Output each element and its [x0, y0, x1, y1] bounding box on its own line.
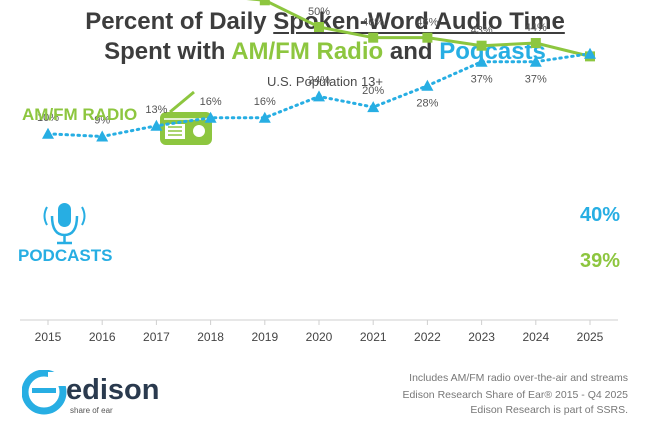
chart-title-line2: Spent with AM/FM Radio and Podcasts	[0, 38, 650, 66]
podcasts-data-label: 16%	[200, 96, 222, 108]
podcasts-point	[313, 90, 325, 102]
podcasts-data-label: 13%	[145, 104, 167, 116]
x-tick-label: 2020	[306, 330, 333, 344]
podcasts-data-label: 9%	[94, 114, 110, 126]
title-text: Percent of Daily	[85, 8, 274, 35]
radio-data-label: 44%	[525, 22, 547, 34]
microphone-icon	[43, 203, 86, 245]
podcasts-data-label: 37%	[525, 74, 547, 86]
radio-point	[259, 0, 270, 6]
podcasts-point	[584, 47, 596, 59]
podcasts-point	[204, 111, 217, 123]
radio-point	[368, 32, 379, 43]
chart-subtitle: U.S. Population 13+	[267, 74, 383, 89]
podcasts-series-label: PODCASTS	[18, 246, 113, 265]
x-tick-label: 2015	[35, 330, 62, 344]
x-tick-label: 2024	[522, 330, 549, 344]
x-tick-label: 2018	[197, 330, 224, 344]
x-tick-label: 2017	[143, 330, 170, 344]
podcasts-point	[258, 111, 271, 123]
x-tick-label: 2021	[360, 330, 387, 344]
podcasts-point	[96, 130, 109, 142]
podcasts-point	[475, 55, 488, 67]
radio-series-label: AM/FM RADIO	[22, 105, 138, 124]
x-tick-label: 2019	[251, 330, 278, 344]
x-tick-label: 2025	[577, 330, 604, 344]
x-tick-label: 2016	[89, 330, 116, 344]
podcasts-data-label: 28%	[416, 98, 438, 110]
footer-note-1: Includes AM/FM radio over-the-air and st…	[409, 372, 628, 384]
podcasts-point	[42, 127, 54, 139]
radio-end-label: 39%	[580, 250, 621, 272]
radio-data-label: 43%	[471, 25, 493, 37]
footer-note-3: Edison Research is part of SSRS.	[470, 404, 628, 416]
edison-logo-icon	[22, 370, 67, 415]
radio-point	[476, 40, 487, 51]
radio-data-label: 50%	[308, 6, 330, 18]
podcasts-point	[150, 119, 163, 131]
logo-tagline: share of ear	[70, 406, 113, 415]
podcasts-point	[367, 101, 380, 113]
radio-point	[422, 32, 433, 43]
podcasts-data-label: 10%	[37, 112, 59, 124]
radio-point	[530, 38, 541, 49]
radio-data-label: 46%	[416, 17, 438, 29]
logo-name: edison	[66, 374, 160, 406]
podcasts-end-label: 40%	[580, 204, 621, 226]
radio-point	[314, 22, 324, 32]
podcasts-data-label: 20%	[362, 85, 384, 97]
footer-note-2: Edison Research Share of Ear® 2015 - Q4 …	[402, 389, 628, 401]
podcasts-point	[421, 79, 434, 91]
title-radio: AM/FM Radio	[231, 38, 384, 65]
title-text-2: Spent with	[104, 38, 232, 65]
podcasts-data-label: 37%	[471, 74, 493, 86]
podcasts-point	[529, 55, 542, 67]
x-tick-label: 2023	[468, 330, 495, 344]
x-tick-label: 2022	[414, 330, 441, 344]
podcasts-data-label: 16%	[254, 96, 276, 108]
radio-data-label: 46%	[362, 17, 384, 29]
podcasts-data-label: 24%	[308, 74, 330, 86]
